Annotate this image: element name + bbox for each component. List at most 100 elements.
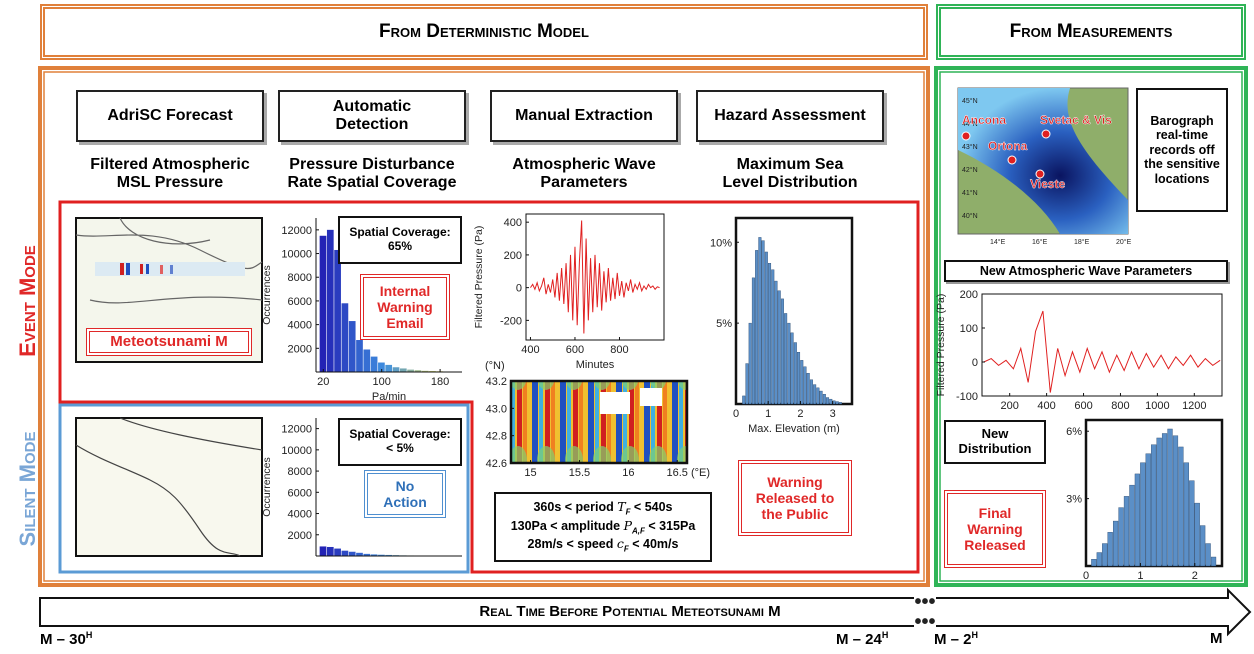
histogram-bar <box>1091 559 1096 566</box>
line-series <box>984 311 1220 393</box>
y-tick-label: 8000 <box>288 466 312 478</box>
timeline-mark: M – 30H <box>40 630 92 648</box>
parameter-text: 360s < period <box>533 500 617 514</box>
x-tick-label: 16.5 <box>667 467 688 479</box>
x-tick-label: 400 <box>1037 400 1055 412</box>
parameters-title: New Atmospheric Wave Parameters <box>944 260 1228 282</box>
histogram-bar <box>327 547 334 556</box>
contour-gap <box>600 392 630 414</box>
histogram-bar <box>1200 526 1205 566</box>
histogram-bar <box>778 291 781 404</box>
parameter-text: 130Pa < amplitude <box>511 519 624 533</box>
timeline-mark-text: M – 24 <box>836 631 882 648</box>
x-tick-label: 600 <box>566 344 584 356</box>
histogram-bar <box>349 321 356 372</box>
histogram-bar <box>1162 433 1167 566</box>
barograph-box: Barograph real-time records off the sens… <box>1136 88 1228 212</box>
histogram-bar <box>320 546 327 556</box>
timeline-mark: M – 24H <box>836 630 888 648</box>
y-tick-label: 6% <box>1066 426 1082 438</box>
y-tick-label: 12000 <box>281 424 312 436</box>
y-tick-label: 42.6 <box>486 458 507 470</box>
x-tick-label: 800 <box>610 344 628 356</box>
histogram-bar <box>813 385 816 404</box>
step-title: AdriSC Forecast <box>76 90 264 142</box>
x-tick-label: 200 <box>1001 400 1019 412</box>
y-tick-label: 4000 <box>288 509 312 521</box>
histogram-bar <box>393 367 400 372</box>
x-tick-label: 15.5 <box>569 467 590 479</box>
timeline-mark-text: M – 30 <box>40 631 86 648</box>
city-dot <box>1008 156 1016 164</box>
parameter-text: < 540s <box>630 500 672 514</box>
y-tick-label: 2000 <box>288 530 312 542</box>
histogram-bar <box>1151 445 1156 566</box>
histogram-bar <box>784 313 787 404</box>
lat-label: 43°N <box>962 143 978 151</box>
timeline-mark-sup: H <box>972 630 979 640</box>
action-box: No Action <box>364 470 446 518</box>
y-tick-label: -100 <box>956 391 978 403</box>
x-tick-label: 1200 <box>1182 400 1206 412</box>
x-tick-label: 600 <box>1074 400 1092 412</box>
histogram-bar <box>823 394 826 404</box>
histogram-bar <box>1146 454 1151 566</box>
x-tick-label: 400 <box>521 344 539 356</box>
histogram-bar <box>1189 481 1194 566</box>
histogram-bar <box>1178 447 1183 566</box>
y-tick-label: 200 <box>504 250 522 262</box>
y-tick-label: 2000 <box>288 343 312 355</box>
axes-frame <box>982 294 1222 396</box>
axes-frame <box>526 214 664 340</box>
histogram-bar <box>804 367 807 404</box>
histogram-bar <box>1108 532 1113 566</box>
x-axis-label: Max. Elevation (m) <box>748 423 840 435</box>
x-tick-label: 100 <box>373 376 391 388</box>
histogram-bar <box>356 340 363 372</box>
histogram-bar <box>829 399 832 404</box>
timeline-mark: M <box>1210 630 1223 647</box>
y-tick-label: 43.0 <box>486 403 507 415</box>
histogram-bar <box>755 250 758 404</box>
histogram-bar <box>1135 474 1140 566</box>
histogram-bar <box>1184 463 1189 566</box>
pressure-band <box>95 262 245 276</box>
y-tick-label: -200 <box>500 315 522 327</box>
x-tick-label: 20 <box>317 376 329 388</box>
histogram-bar <box>1195 503 1200 566</box>
histogram-bar <box>327 230 334 372</box>
histogram-bar <box>1113 521 1118 566</box>
parameter-subscript: A,F <box>632 526 645 535</box>
x-tick-label: 3 <box>830 408 836 420</box>
histogram-bar <box>1124 496 1129 566</box>
histogram-bar <box>1168 429 1173 566</box>
parameter-text: < 315Pa <box>645 519 695 533</box>
histogram-bar <box>771 270 774 404</box>
y-tick-label: 0 <box>516 283 522 295</box>
y-axis-label: Filtered Pressure (Pa) <box>473 226 485 329</box>
histogram-bar <box>817 388 820 404</box>
y-tick-label: 4000 <box>288 320 312 332</box>
timeline-mark: M – 2H <box>934 630 978 648</box>
histogram-bar <box>334 549 341 556</box>
histogram-bar <box>788 323 791 404</box>
y-tick-label: 43.2 <box>486 376 507 388</box>
warning-box: Internal Warning Email <box>360 274 450 340</box>
histogram-bar <box>749 323 752 404</box>
y-tick-label: 6000 <box>288 487 312 499</box>
x-tick-label: 2 <box>797 408 803 420</box>
histogram-bar <box>765 252 768 404</box>
x-tick-label: 16 <box>622 467 634 479</box>
x-tick-label: 800 <box>1111 400 1129 412</box>
y-tick-label: 5% <box>716 318 732 330</box>
histogram-bar <box>400 368 407 372</box>
y-axis-label: Occurrences <box>261 265 273 325</box>
histogram-bar <box>334 250 341 372</box>
histogram-bar <box>746 364 749 404</box>
parameter-line: 360s < period TF < 540s <box>533 500 672 517</box>
y-tick-label: 200 <box>960 289 978 301</box>
y-tick-label: 12000 <box>281 225 312 237</box>
timeline-mark-sup: H <box>882 630 889 640</box>
city-label: Svetac & Vis <box>1040 113 1112 127</box>
histogram-bar <box>342 303 349 372</box>
